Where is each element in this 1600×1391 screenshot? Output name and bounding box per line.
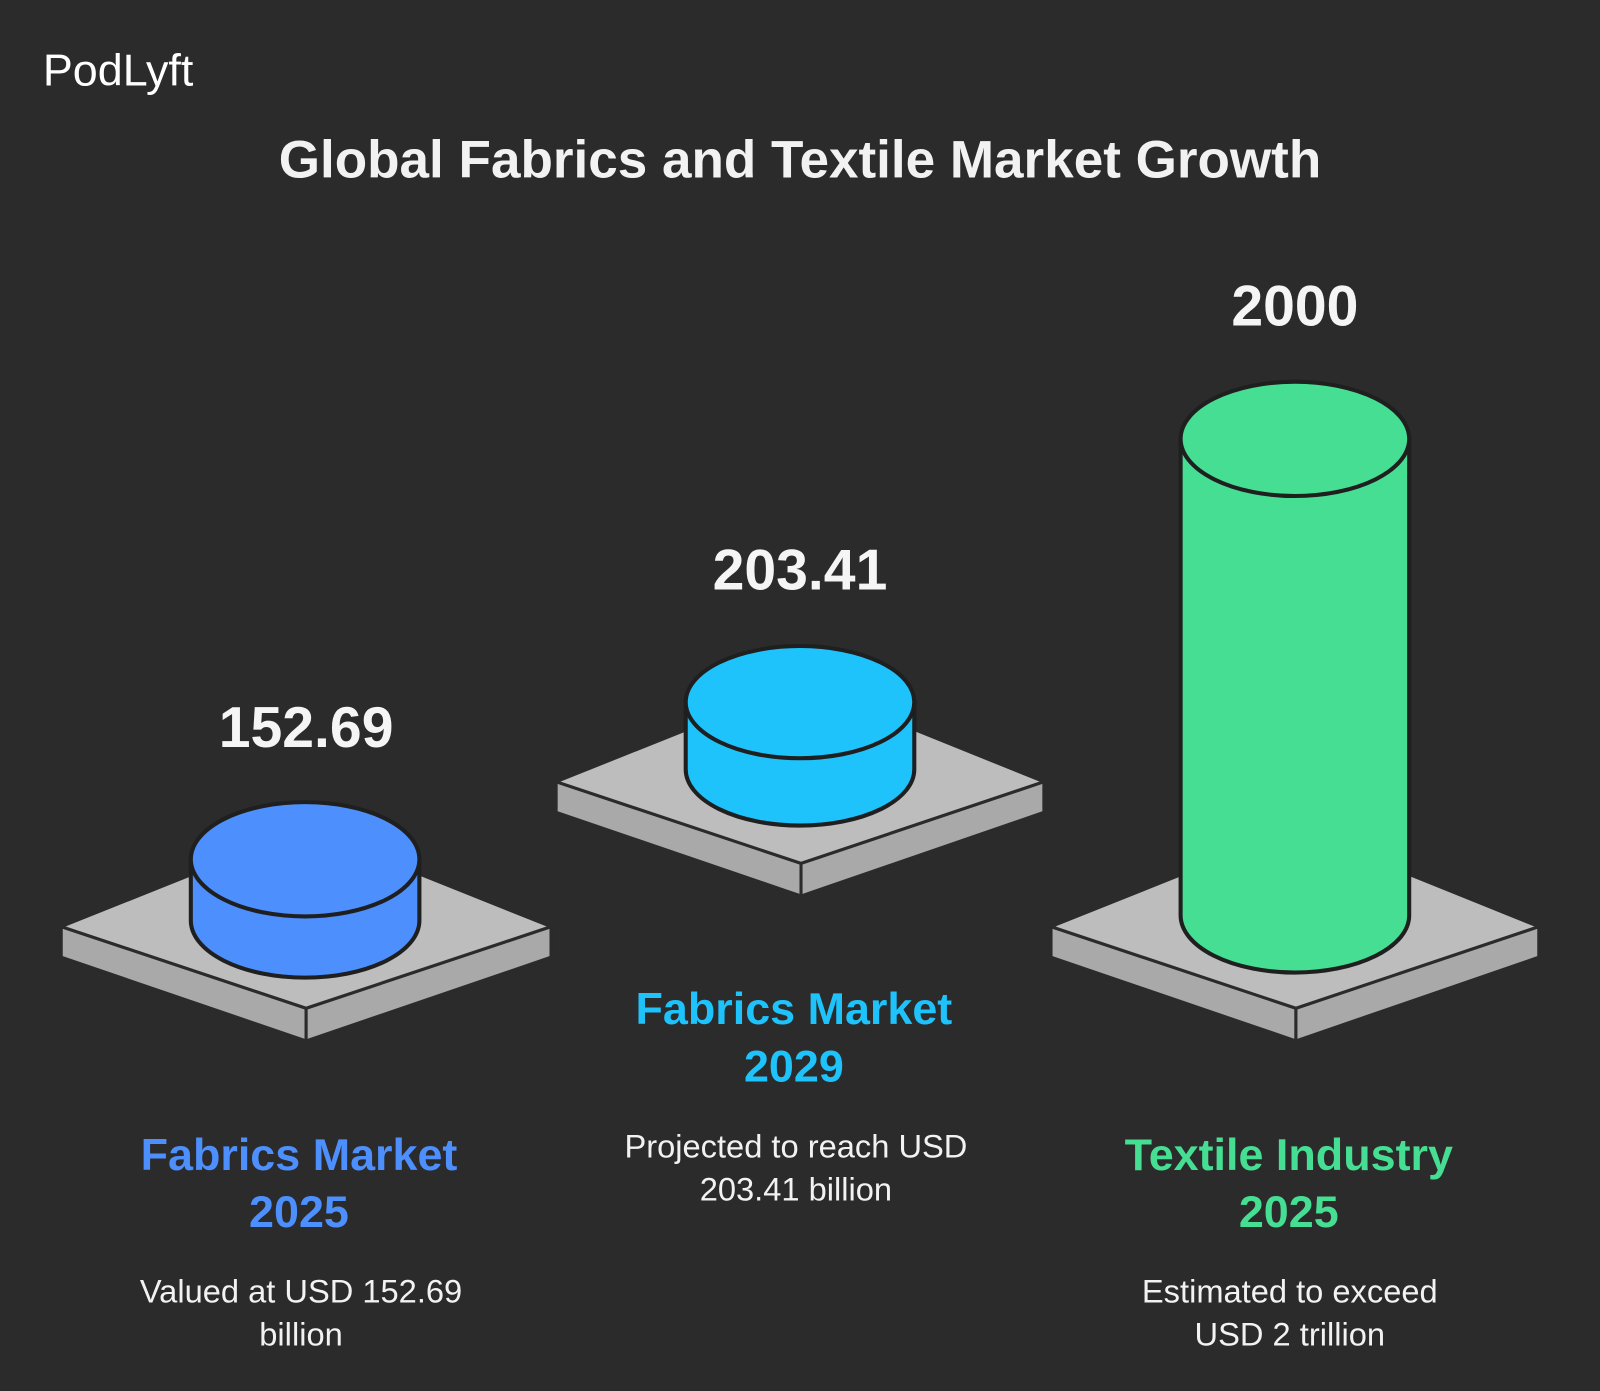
item-description: Valued at USD 152.69: [140, 1273, 462, 1310]
value: 2000: [1231, 274, 1358, 338]
item-description: Estimated to exceed: [1142, 1273, 1438, 1310]
item-description: 203.41 billion: [700, 1171, 892, 1208]
item-description: billion: [259, 1315, 342, 1352]
item-year: 2025: [249, 1186, 349, 1237]
item-year: 2025: [1239, 1186, 1339, 1237]
title: Global Fabrics and Textile Market Growth: [279, 130, 1322, 189]
value: 203.41: [713, 539, 888, 603]
item-year: 2029: [744, 1040, 844, 1091]
value: 152.69: [219, 696, 394, 760]
cylinder: [188, 800, 422, 980]
brand: PodLyft: [43, 44, 194, 95]
item-label: Textile Industry: [1125, 1129, 1453, 1180]
cylinder: [683, 643, 917, 828]
item-label: Fabrics Market: [141, 1129, 458, 1180]
item-description: Projected to reach USD: [624, 1128, 967, 1165]
cylinder: [1178, 379, 1412, 975]
item-description: USD 2 trillion: [1195, 1315, 1385, 1352]
item-label: Fabrics Market: [635, 983, 952, 1034]
